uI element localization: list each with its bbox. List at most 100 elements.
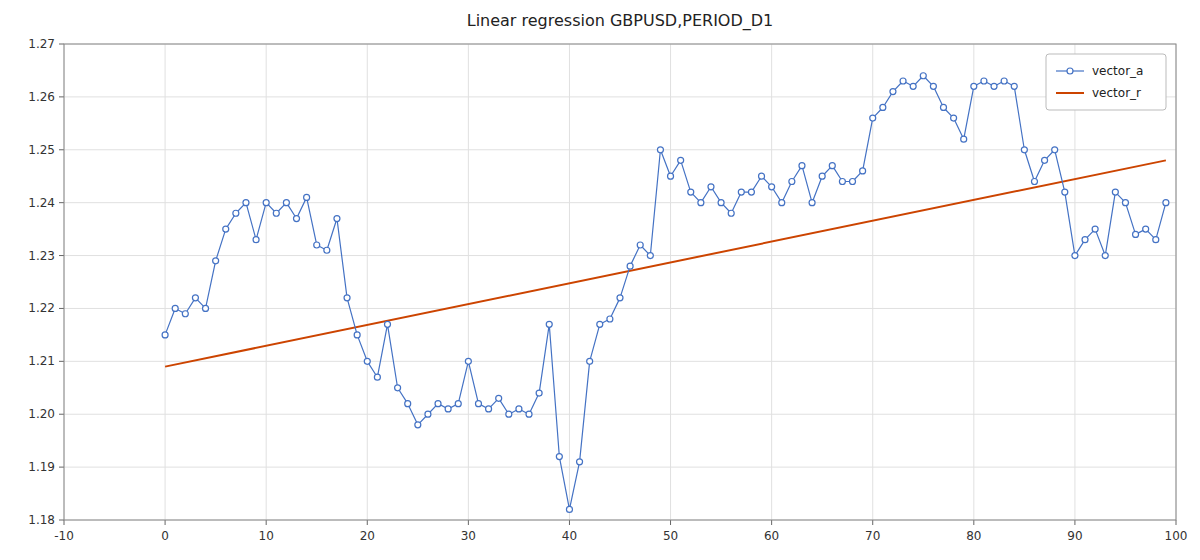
y-tick-label: 1.18	[28, 513, 55, 527]
series-point	[981, 78, 987, 84]
x-tick-label: 10	[259, 529, 274, 543]
series-point	[334, 216, 340, 222]
legend: vector_avector_r	[1046, 54, 1166, 110]
y-grid-line	[64, 361, 1176, 362]
series-point	[1052, 147, 1058, 153]
series-point	[1021, 147, 1027, 153]
series-point	[324, 247, 330, 253]
y-grid-line	[64, 202, 1176, 203]
series-point	[759, 173, 765, 179]
series-point	[213, 258, 219, 264]
series-point	[617, 295, 623, 301]
x-grid-line	[973, 44, 974, 520]
y-tick-label: 1.25	[28, 143, 55, 157]
series-point	[900, 78, 906, 84]
series-point	[395, 385, 401, 391]
series-point	[425, 411, 431, 417]
y-tick-label: 1.20	[28, 407, 55, 421]
x-grid-line	[367, 44, 368, 520]
x-tick	[165, 520, 166, 525]
series-point	[465, 358, 471, 364]
series-point	[526, 411, 532, 417]
y-grid-line	[64, 414, 1176, 415]
series-point	[445, 406, 451, 412]
x-grid-line	[266, 44, 267, 520]
series-point	[566, 506, 572, 512]
x-tick	[64, 520, 65, 525]
series-line	[165, 76, 1166, 510]
plot-frame	[64, 44, 1176, 520]
plot-area	[162, 73, 1169, 513]
series-point	[880, 104, 886, 110]
y-tick-label: 1.27	[28, 37, 55, 51]
series-point	[1062, 189, 1068, 195]
series-point	[263, 200, 269, 206]
y-tick-label: 1.19	[28, 460, 55, 474]
x-tick-label: 0	[161, 529, 169, 543]
y-grid-line	[64, 255, 1176, 256]
series-point	[1122, 200, 1128, 206]
series-point	[708, 184, 714, 190]
x-tick	[569, 520, 570, 525]
x-grid-line	[670, 44, 671, 520]
series-point	[1112, 189, 1118, 195]
series-point	[971, 83, 977, 89]
series-point	[940, 104, 946, 110]
series-point	[435, 401, 441, 407]
series-point	[728, 210, 734, 216]
series-point	[273, 210, 279, 216]
y-tick-label: 1.22	[28, 301, 55, 315]
x-tick-label: 70	[865, 529, 880, 543]
series-point	[1031, 179, 1037, 185]
series-point	[587, 358, 593, 364]
series-point	[344, 295, 350, 301]
series-point	[182, 311, 188, 317]
series-point	[496, 395, 502, 401]
series-point	[415, 422, 421, 428]
series-point	[486, 406, 492, 412]
y-tick-label: 1.23	[28, 249, 55, 263]
chart-container: -1001020304050607080901001.181.191.201.2…	[0, 0, 1200, 560]
series	[165, 160, 1166, 366]
series-point	[405, 401, 411, 407]
x-tick-label: 60	[764, 529, 779, 543]
y-tick	[59, 44, 64, 45]
series-point	[506, 411, 512, 417]
series-point	[839, 179, 845, 185]
series-point	[789, 179, 795, 185]
legend-label: vector_a	[1092, 64, 1143, 78]
series-point	[910, 83, 916, 89]
series-point	[678, 157, 684, 163]
series-point	[991, 83, 997, 89]
y-tick	[59, 414, 64, 415]
series-point	[647, 253, 653, 259]
grid	[64, 44, 1176, 520]
x-tick	[670, 520, 671, 525]
x-grid-line	[468, 44, 469, 520]
y-tick-label: 1.21	[28, 354, 55, 368]
series-point	[253, 237, 259, 243]
series-line	[165, 160, 1166, 366]
y-tick	[59, 467, 64, 468]
series-point	[799, 163, 805, 169]
series-point	[738, 189, 744, 195]
series-point	[1001, 78, 1007, 84]
axes: -1001020304050607080901001.181.191.201.2…	[28, 37, 1187, 543]
series-point	[809, 200, 815, 206]
series-point	[1153, 237, 1159, 243]
x-tick	[468, 520, 469, 525]
series-point	[1102, 253, 1108, 259]
series-point	[829, 163, 835, 169]
series-point	[769, 184, 775, 190]
legend-marker	[1067, 68, 1073, 74]
series-point	[930, 83, 936, 89]
series-point	[577, 459, 583, 465]
series-point	[516, 406, 522, 412]
x-tick-label: 90	[1067, 529, 1082, 543]
series-point	[192, 295, 198, 301]
series-point	[1143, 226, 1149, 232]
y-tick	[59, 149, 64, 150]
x-tick	[973, 520, 974, 525]
series-point	[688, 189, 694, 195]
series-point	[1133, 231, 1139, 237]
